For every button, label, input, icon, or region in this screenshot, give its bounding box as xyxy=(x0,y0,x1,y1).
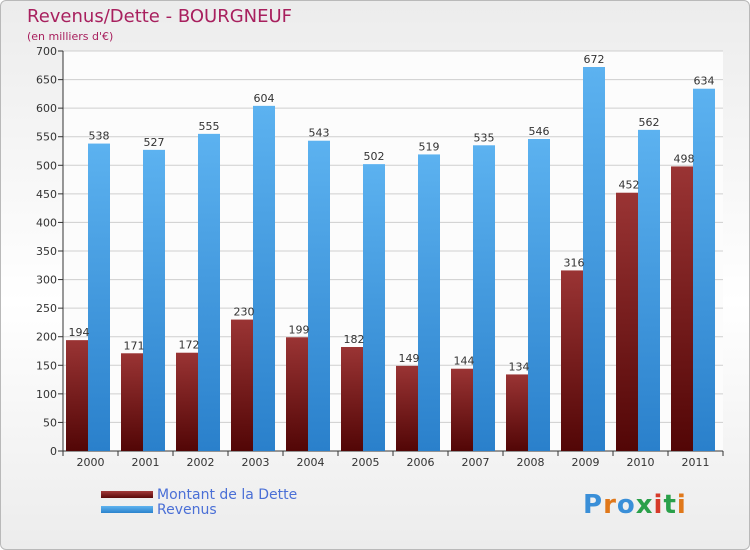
logo-letter: t xyxy=(663,490,677,520)
bar-revenue xyxy=(693,88,715,451)
bar-revenue xyxy=(473,145,495,452)
bar-revenue xyxy=(638,129,660,451)
y-tick-label: 350 xyxy=(36,245,57,258)
bar-debt xyxy=(66,340,88,451)
y-tick-label: 450 xyxy=(36,188,57,201)
x-tick-label: 2007 xyxy=(462,456,490,469)
bar-debt xyxy=(286,337,308,451)
bar-debt xyxy=(121,353,143,451)
x-tick-label: 2004 xyxy=(297,456,325,469)
proxiti-logo-text: Proxiti xyxy=(583,490,687,520)
bar-revenue xyxy=(363,164,385,451)
y-tick-label: 200 xyxy=(36,331,57,344)
y-tick-label: 500 xyxy=(36,159,57,172)
bar-revenue xyxy=(308,140,330,451)
logo-letter: i xyxy=(653,490,664,520)
y-tick-label: 250 xyxy=(36,302,57,315)
data-label-revenue: 502 xyxy=(364,150,385,163)
data-label-revenue: 543 xyxy=(309,127,330,140)
data-label-debt: 172 xyxy=(179,339,200,352)
y-tick-label: 100 xyxy=(36,388,57,401)
bar-debt xyxy=(231,319,253,451)
y-tick-label: 50 xyxy=(43,416,57,429)
y-tick-label: 600 xyxy=(36,102,57,115)
legend-label-revenue: Revenus xyxy=(157,501,217,518)
data-label-revenue: 527 xyxy=(144,136,165,149)
data-label-revenue: 634 xyxy=(694,75,715,88)
logo-letter: i xyxy=(676,490,687,520)
x-tick-label: 2009 xyxy=(572,456,600,469)
data-label-debt: 452 xyxy=(619,179,640,192)
legend-swatch-debt xyxy=(101,491,153,498)
logo-letter: x xyxy=(635,490,654,520)
data-label-debt: 144 xyxy=(454,355,475,368)
x-tick-label: 2003 xyxy=(242,456,270,469)
data-label-debt: 498 xyxy=(674,152,695,165)
bar-debt xyxy=(506,374,528,451)
data-label-debt: 199 xyxy=(289,323,310,336)
x-tick-label: 2008 xyxy=(517,456,545,469)
bar-revenue xyxy=(198,133,220,451)
data-label-revenue: 535 xyxy=(474,131,495,144)
bar-revenue xyxy=(143,149,165,451)
legend-item-debt: Montant de la Dette xyxy=(101,486,298,503)
bar-revenue xyxy=(88,143,110,452)
logo-letter: P xyxy=(583,490,604,520)
x-tick-label: 2011 xyxy=(682,456,710,469)
data-label-debt: 134 xyxy=(509,360,530,373)
data-label-revenue: 562 xyxy=(639,116,660,129)
y-tick-label: 650 xyxy=(36,74,57,87)
legend-label-debt: Montant de la Dette xyxy=(157,486,298,503)
y-tick-label: 550 xyxy=(36,131,57,144)
bar-debt xyxy=(396,365,418,451)
proxiti-logo: Proxiti xyxy=(583,490,687,520)
data-label-revenue: 538 xyxy=(89,130,110,143)
logo-letter: o xyxy=(616,490,636,520)
x-tick-label: 2000 xyxy=(77,456,105,469)
bar-revenue xyxy=(253,105,275,451)
data-label-debt: 182 xyxy=(344,333,365,346)
data-label-debt: 171 xyxy=(124,339,145,352)
data-label-debt: 194 xyxy=(69,326,90,339)
x-tick-label: 2002 xyxy=(187,456,215,469)
page-title: Revenus/Dette - BOURGNEUF xyxy=(27,6,293,27)
y-tick-label: 400 xyxy=(36,216,57,229)
data-label-revenue: 672 xyxy=(584,53,605,66)
data-label-debt: 230 xyxy=(234,306,255,319)
x-tick-label: 2001 xyxy=(132,456,160,469)
y-tick-label: 700 xyxy=(36,45,57,58)
data-label-revenue: 604 xyxy=(254,92,275,105)
bar-debt xyxy=(561,270,583,451)
y-tick-label: 150 xyxy=(36,359,57,372)
data-label-revenue: 546 xyxy=(529,125,550,138)
bar-debt xyxy=(451,368,473,451)
chart-legend: Montant de la Dette Revenus xyxy=(101,486,298,518)
bar-debt xyxy=(616,192,638,451)
y-tick-label: 300 xyxy=(36,274,57,287)
bar-debt xyxy=(341,347,363,451)
logo-letter: r xyxy=(603,490,617,520)
x-tick-label: 2006 xyxy=(407,456,435,469)
x-tick-label: 2010 xyxy=(627,456,655,469)
legend-item-revenue: Revenus xyxy=(101,501,297,518)
data-label-revenue: 555 xyxy=(199,120,220,133)
bar-debt xyxy=(176,352,198,451)
chart-subtitle: (en milliers d'€) xyxy=(27,30,114,43)
bar-revenue xyxy=(583,67,605,451)
legend-swatch-revenue xyxy=(101,506,153,513)
data-label-debt: 149 xyxy=(399,352,420,365)
data-label-debt: 316 xyxy=(564,256,585,269)
y-tick-label: 0 xyxy=(50,445,57,458)
x-tick-label: 2005 xyxy=(352,456,380,469)
bar-debt xyxy=(671,166,693,451)
bar-revenue xyxy=(418,154,440,451)
data-label-revenue: 519 xyxy=(419,140,440,153)
bar-revenue xyxy=(528,139,550,451)
